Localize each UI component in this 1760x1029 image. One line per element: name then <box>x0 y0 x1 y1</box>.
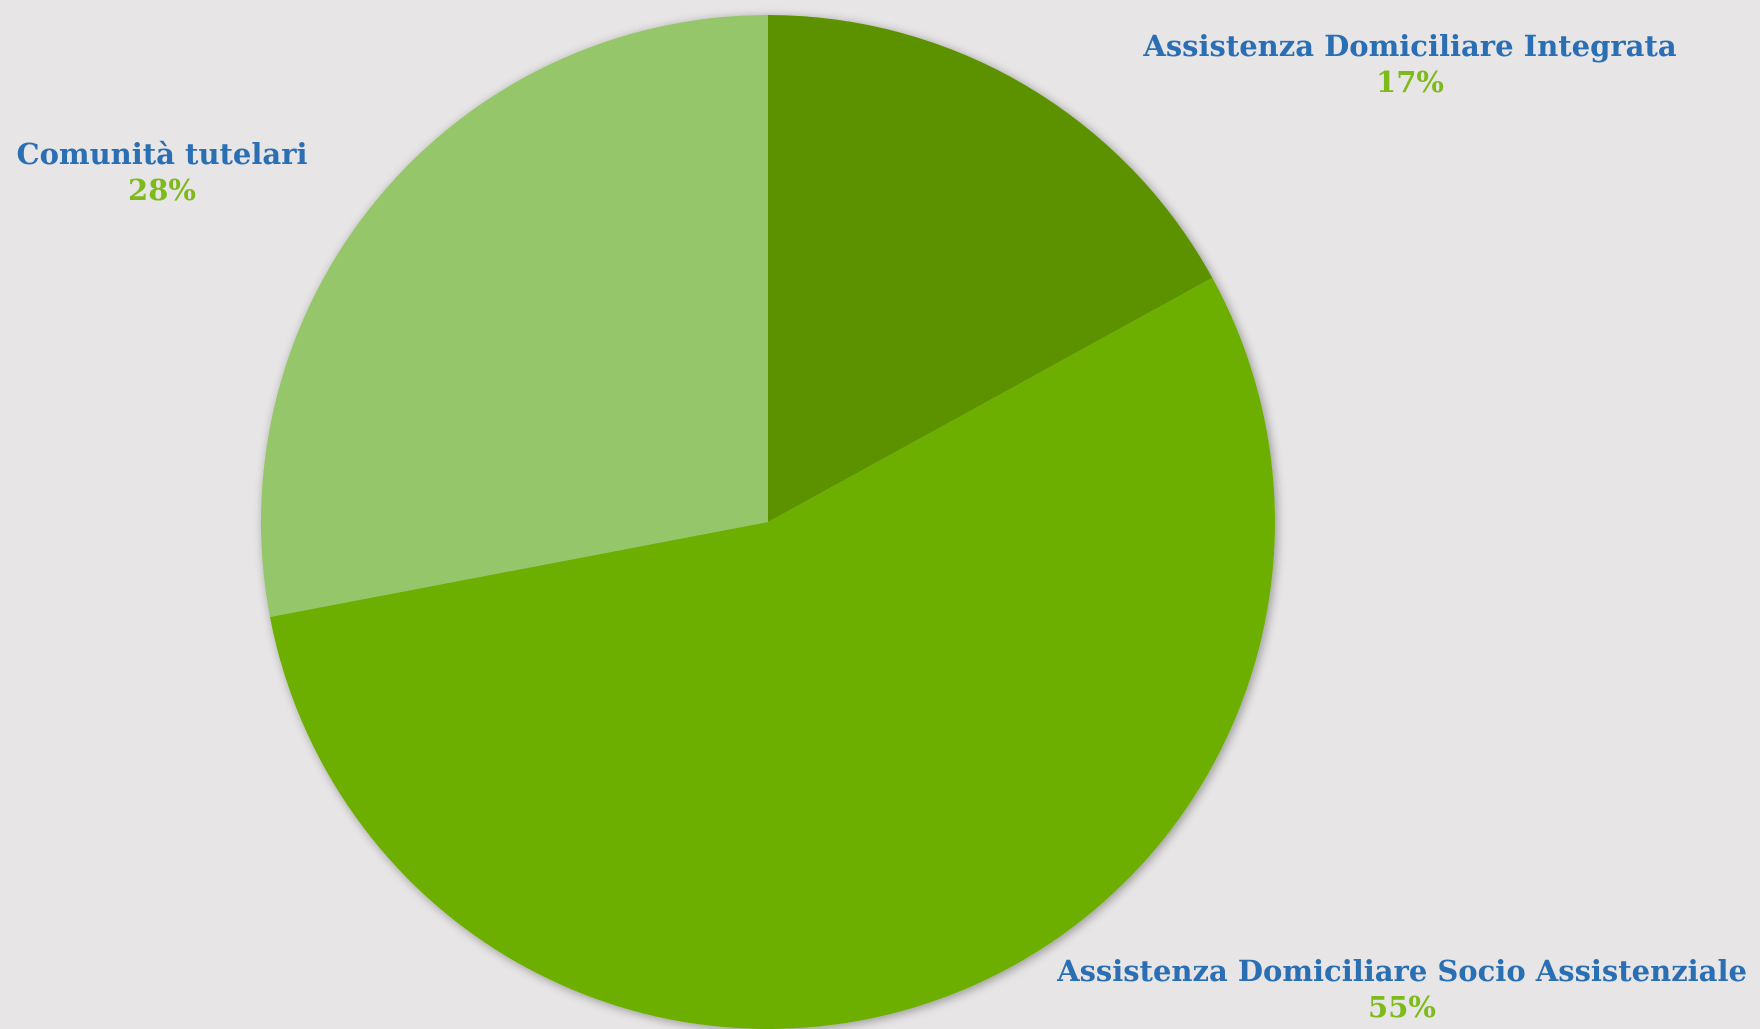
slice-percent-1: 55% <box>1368 990 1436 1024</box>
pie-slice-2 <box>261 15 768 618</box>
slice-label-1: Assistenza Domiciliare Socio Assistenzia… <box>1056 954 1747 988</box>
pie-slices <box>261 15 1275 1029</box>
slice-percent-2: 28% <box>128 173 196 207</box>
pie-slice-0 <box>768 15 1213 522</box>
slice-label-2: Comunità tutelari <box>16 137 307 171</box>
pie-slice-1 <box>269 277 1275 1029</box>
slice-percent-0: 17% <box>1376 65 1444 99</box>
slice-label-0: Assistenza Domiciliare Integrata <box>1142 29 1677 63</box>
